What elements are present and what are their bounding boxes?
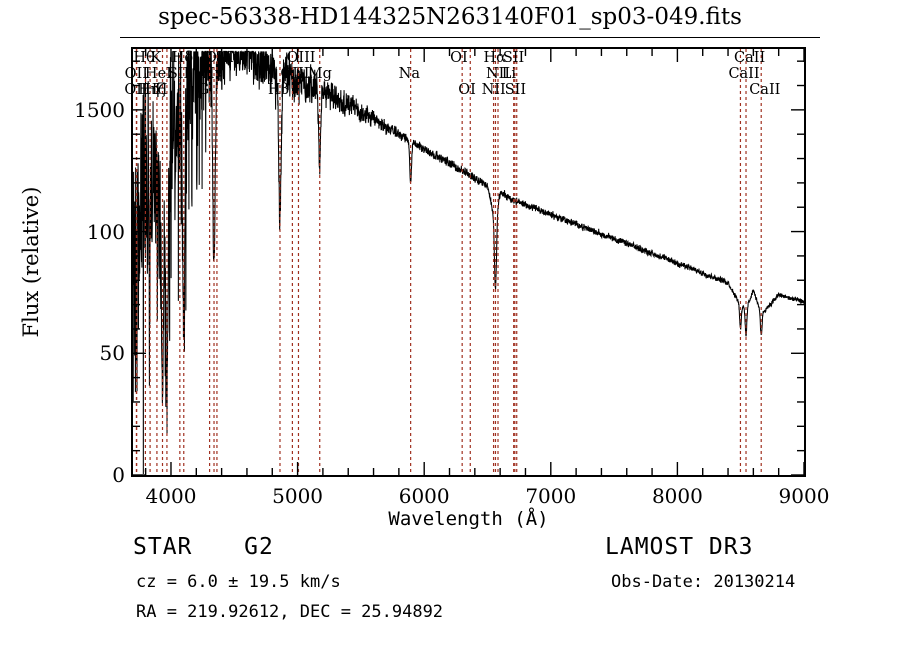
coordinates: RA = 219.92612, DEC = 25.94892 (136, 602, 444, 622)
spectral-line-label: OIII (286, 50, 316, 66)
page-title: spec-56338-HD144325N263140F01_sp03-049.f… (158, 4, 742, 30)
spectral-line-label: OII (124, 82, 148, 98)
y-axis-labels: 1500 100 50 0 (0, 0, 129, 649)
spectral-line-label: H (154, 82, 168, 98)
plot-area (131, 47, 806, 477)
y-tick-label: 1500 (74, 97, 125, 122)
spectral-line-label: NII (485, 66, 511, 82)
footer-info: STAR G2 LAMOST DR3 cz = 6.0 ± 19.5 km/s … (0, 530, 900, 640)
spectral-line-label: Hβ (267, 82, 290, 98)
y-tick-label: 0 (112, 463, 125, 487)
object-class-and-type: STAR G2 (133, 534, 274, 560)
spectral-line-label: NII (481, 82, 506, 98)
spectral-line-label: G (197, 82, 210, 98)
spectral-line-label: OII (124, 66, 148, 82)
x-tick-label: 7000 (525, 484, 577, 508)
spectral-line-label: SII (167, 66, 190, 82)
spectral-line-label: Na (398, 66, 420, 82)
spectrum-trace (133, 49, 804, 475)
redshift-velocity: cz = 6.0 ± 19.5 km/s (136, 572, 341, 592)
spectral-line-label: CaII (749, 82, 781, 98)
x-tick-label: 9000 (778, 484, 830, 508)
x-tick-label: 5000 (272, 484, 324, 508)
survey-label: LAMOST DR3 (605, 534, 754, 560)
spectral-line-label: Hθ (133, 50, 155, 66)
spectral-type: G2 (244, 534, 274, 560)
title-divider (120, 37, 820, 38)
spectral-line-label: Hη (138, 82, 160, 98)
y-tick-label: 100 (86, 219, 125, 244)
x-axis-labels: 4000 5000 6000 7000 8000 9000 (0, 484, 900, 514)
spectral-line-label: SII (504, 82, 527, 98)
spectral-line-label: Hα (483, 50, 506, 66)
spectral-line-label: HeI (144, 66, 172, 82)
x-tick-label: 6000 (398, 484, 450, 508)
spectral-line-label: CaII (734, 50, 766, 66)
spectral-line-label: Mg (307, 66, 332, 82)
spectral-line-label: SII (502, 50, 525, 66)
spectral-line-label: OIII (204, 50, 235, 66)
spectral-line-label: Hδ (171, 50, 194, 66)
spectral-line-label: OIII (280, 66, 310, 82)
spectral-line-label: K (150, 50, 162, 66)
spectral-line-label: OI (458, 82, 476, 98)
y-axis-title: Flux (relative) (19, 186, 43, 338)
spectral-line-label: Hζ (144, 82, 166, 98)
x-tick-label: 4000 (145, 484, 197, 508)
spectral-line-label: Li (501, 66, 516, 82)
spectral-line-markers (133, 49, 804, 475)
x-axis-title: Wavelength (Å) (388, 508, 549, 530)
axis-ticks (133, 49, 804, 475)
object-class: STAR (133, 534, 193, 560)
y-tick-label: 50 (99, 341, 125, 366)
x-tick-label: 8000 (651, 484, 703, 508)
observation-date: Obs-Date: 20130214 (611, 572, 796, 592)
spectral-line-label: CaII (728, 66, 760, 82)
spectral-line-label: OI (450, 50, 468, 66)
spectral-line-label: Hγ (202, 66, 224, 82)
